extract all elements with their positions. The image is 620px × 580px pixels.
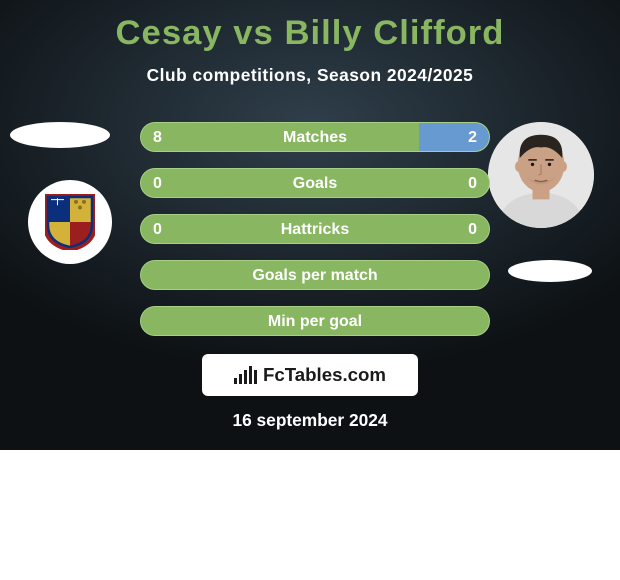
stat-label: Min per goal	[141, 307, 489, 336]
stat-row: 82Matches	[140, 122, 490, 152]
stats-column: 82Matches 00Goals 00Hattricks Goals per mat…	[140, 122, 490, 352]
stat-row: Min per goal	[140, 306, 490, 336]
player-right-ellipse	[508, 260, 592, 282]
player-right-avatar	[488, 122, 594, 228]
bar-chart-icon	[234, 366, 257, 384]
stat-label: Goals	[141, 169, 489, 198]
stat-row: 00Hattricks	[140, 214, 490, 244]
stat-label: Goals per match	[141, 261, 489, 290]
branding-logo[interactable]: FcTables.com	[202, 354, 418, 396]
player-left-ellipse	[10, 122, 110, 148]
shield-icon	[45, 194, 95, 250]
snapshot-date: 16 september 2024	[0, 410, 620, 431]
page-title: Cesay vs Billy Clifford	[0, 0, 620, 53]
stat-label: Matches	[141, 123, 489, 152]
stat-row: 00Goals	[140, 168, 490, 198]
branding-text: FcTables.com	[263, 364, 386, 386]
stat-row: Goals per match	[140, 260, 490, 290]
player-left-club-crest	[28, 180, 112, 264]
comparison-card: Cesay vs Billy Clifford Club competition…	[0, 0, 620, 450]
page-subtitle: Club competitions, Season 2024/2025	[0, 65, 620, 86]
stat-label: Hattricks	[141, 215, 489, 244]
